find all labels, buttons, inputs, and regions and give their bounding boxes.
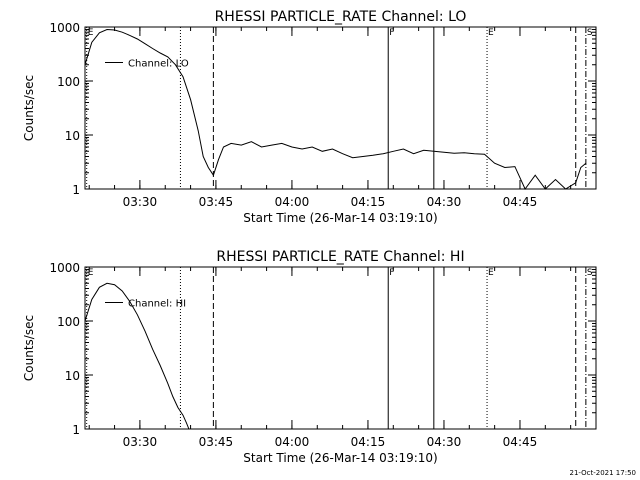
y-tick-label: 1000 (49, 21, 80, 35)
chart-title: RHESSI PARTICLE_RATE Channel: HI (216, 249, 464, 265)
x-tick-label: 04:45 (503, 435, 538, 449)
y-tick-label: 10 (65, 129, 80, 143)
x-axis-label: Start Time (26-Mar-14 03:19:10) (243, 451, 437, 465)
event-marker-label: E (488, 28, 494, 38)
event-marker-label: F (389, 28, 394, 38)
y-tick-label: 1 (72, 423, 80, 437)
event-marker-label: E (88, 28, 94, 38)
chart-title: RHESSI PARTICLE_RATE Channel: LO (215, 9, 467, 25)
y-tick-label: 1000 (49, 261, 80, 275)
x-tick-label: 04:45 (503, 195, 538, 209)
y-tick-label: 100 (57, 315, 80, 329)
y-axis-label: Counts/sec (22, 75, 36, 141)
event-marker-label: E (488, 268, 494, 278)
event-marker-label: F (389, 268, 394, 278)
lo-channel-panel: RHESSI PARTICLE_RATE Channel: LO Counts/s… (22, 9, 597, 225)
x-tick-label: 04:30 (427, 195, 462, 209)
legend-label: Channel: LO (128, 59, 189, 70)
legend-label: Channel: HI (128, 299, 186, 310)
x-tick-label: 04:15 (351, 435, 386, 449)
y-tick-label: 1 (72, 183, 80, 197)
y-tick-label: 10 (65, 369, 80, 383)
hi-channel-panel: RHESSI PARTICLE_RATE Channel: HI Counts/s… (22, 249, 597, 465)
event-marker-label: S (587, 28, 593, 38)
x-tick-label: 03:30 (123, 435, 158, 449)
y-axis-label: Counts/sec (22, 315, 36, 381)
event-marker-label: S (587, 268, 593, 278)
y-tick-label: 100 (57, 75, 80, 89)
plot-frame (84, 266, 597, 430)
plot-frame (84, 26, 597, 190)
event-marker-label: E (88, 268, 94, 278)
x-tick-label: 04:00 (275, 195, 310, 209)
x-tick-label: 03:30 (123, 195, 158, 209)
x-axis-label: Start Time (26-Mar-14 03:19:10) (243, 211, 437, 225)
x-tick-label: 04:15 (351, 195, 386, 209)
footer-timestamp: 21-Oct-2021 17:50 (570, 469, 636, 477)
x-tick-label: 04:30 (427, 435, 462, 449)
series-line (84, 282, 190, 430)
series-line (84, 28, 587, 190)
x-tick-label: 03:45 (199, 195, 234, 209)
x-tick-label: 03:45 (199, 435, 234, 449)
x-tick-label: 04:00 (275, 435, 310, 449)
